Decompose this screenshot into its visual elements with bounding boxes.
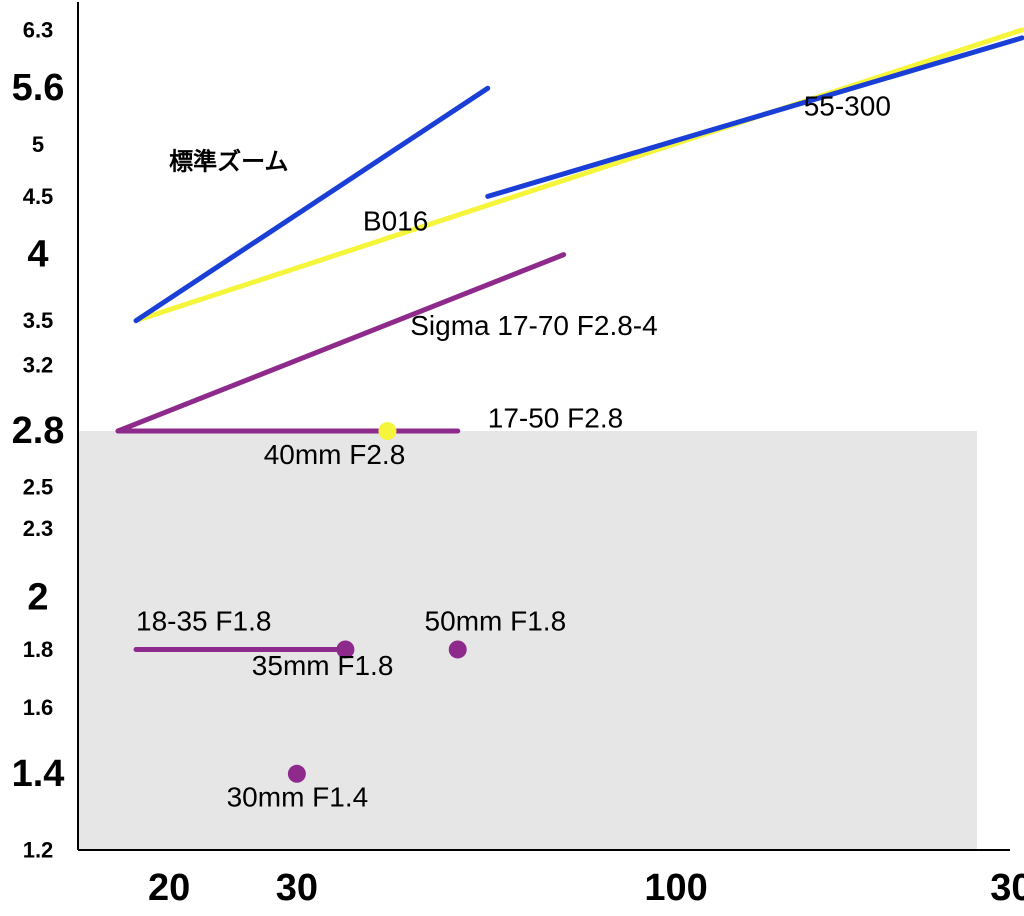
data-point-35mm-f1-8 [336, 640, 355, 659]
annotation-35mm-f1-8: 35mm F1.8 [252, 650, 394, 681]
annotation-18-35-f1-8: 18-35 F1.8 [136, 606, 271, 637]
data-point-50mm-f1-8 [448, 640, 467, 659]
x-tick-label-100: 100 [644, 867, 707, 909]
y-tick-label-2-8: 2.8 [12, 410, 65, 452]
series-line-item [133, 85, 491, 324]
data-point-30mm-f1-4 [287, 764, 306, 783]
series-line-b016 [133, 27, 1024, 324]
series-line-sigma-17-70-f2-8-4 [115, 252, 567, 434]
y-tick-label-1-8: 1.8 [23, 637, 54, 662]
x-tick-label-20: 20 [148, 867, 190, 909]
y-ticks-layer: 6.3 5.6 5 4.5 4 3.5 3.2 2.8 2.5 2.3 2 1.8 1.6 1.4 1.2 [12, 18, 65, 863]
y-tick-label-4: 4 [27, 234, 48, 276]
annotation-b016: B016 [363, 206, 428, 237]
axes-layer [77, 2, 1010, 851]
y-tick-label-5: 5 [32, 132, 44, 157]
annotation-item: 標準ズーム [169, 148, 288, 176]
x-tick-label-300: 300 [990, 867, 1024, 909]
y-tick-label-6-3: 6.3 [23, 18, 54, 43]
annotation-40mm-f2-8: 40mm F2.8 [264, 439, 406, 470]
x-tick-label-30: 30 [276, 867, 318, 909]
series-line-55-300 [485, 35, 1024, 199]
y-tick-label-4-5: 4.5 [23, 184, 54, 209]
y-tick-label-3-5: 3.5 [23, 308, 54, 333]
y-tick-label-5-6: 5.6 [12, 67, 65, 109]
annotation-30mm-f1-4: 30mm F1.4 [227, 782, 369, 813]
annotation-55-300: 55-300 [804, 90, 891, 121]
annotation-50mm-f1-8: 50mm F1.8 [425, 606, 567, 637]
y-tick-label-1-4: 1.4 [12, 753, 65, 795]
y-tick-label-2-3: 2.3 [23, 516, 54, 541]
annotations-layer: 55-300 標準ズーム B016 Sigma 17-70 F2.8-4 17-50 F… [136, 90, 891, 812]
y-tick-label-2-5: 2.5 [23, 475, 54, 500]
y-tick-label-1-2: 1.2 [23, 838, 54, 863]
data-point-40mm-f2-8 [378, 422, 397, 441]
shaded-region [78, 431, 977, 850]
annotation-17-50-f2-8: 17-50 F2.8 [488, 402, 623, 433]
y-tick-label-1-6: 1.6 [23, 695, 54, 720]
annotation-sigma-17-70-f2-8-4: Sigma 17-70 F2.8-4 [410, 310, 657, 341]
shaded-region-layer [78, 431, 977, 850]
points-layer [287, 422, 467, 783]
x-ticks-layer: 20 30 100 300 [148, 867, 1024, 909]
y-tick-label-3-2: 3.2 [23, 352, 54, 377]
series-layer [115, 27, 1024, 652]
y-tick-label-2: 2 [27, 576, 48, 618]
